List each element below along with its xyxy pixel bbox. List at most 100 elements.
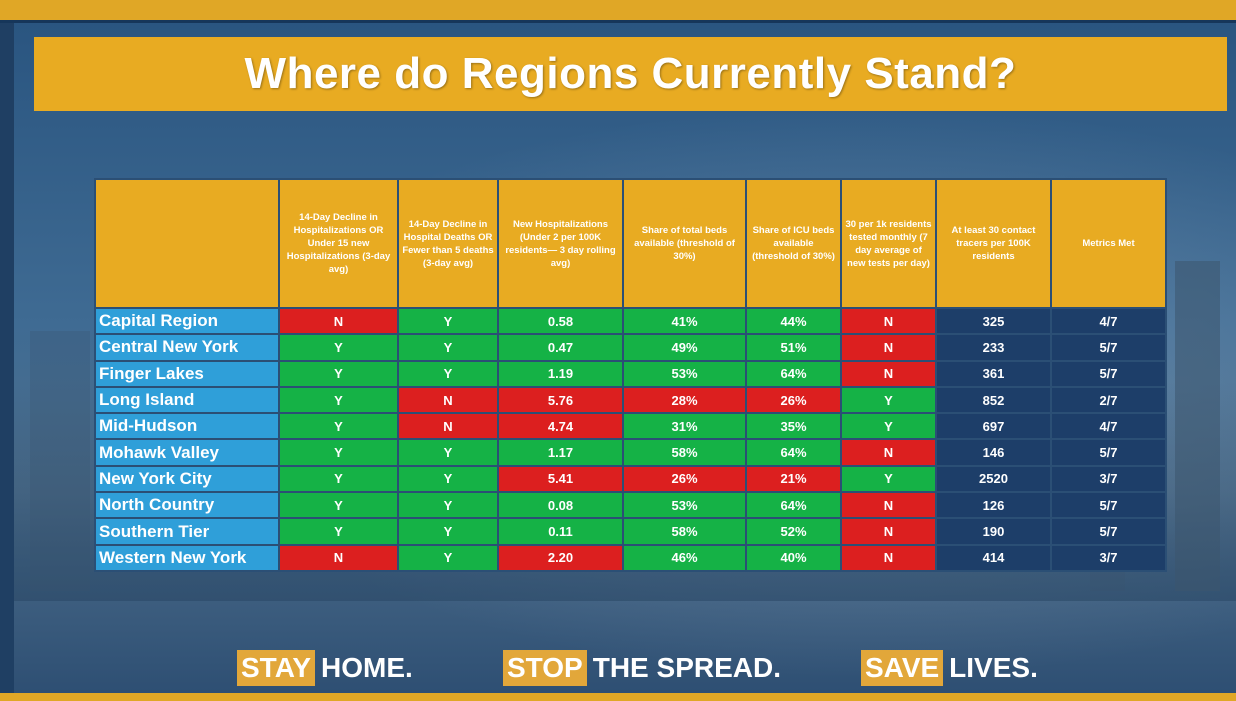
region-name-cell: Central New York xyxy=(94,333,280,362)
new-hospitalizations-cell: 2.20 xyxy=(497,543,624,572)
total-beds-cell: 53% xyxy=(622,491,747,520)
table-row: North Country Y Y 0.08 53% 64% N 126 5/7 xyxy=(94,491,1167,520)
header-metrics-met: Metrics Met xyxy=(1050,178,1167,309)
hospital-deaths-cell: Y xyxy=(397,306,499,336)
hospitalization-decline-cell: Y xyxy=(278,385,399,415)
table-row: Western New York N Y 2.20 46% 40% N 414 3/7 xyxy=(94,543,1167,572)
hospital-deaths-cell: Y xyxy=(397,491,499,520)
table-row: Southern Tier Y Y 0.11 58% 52% N 190 5/7 xyxy=(94,517,1167,546)
total-beds-cell: 58% xyxy=(622,438,747,467)
hospitalization-decline-cell: Y xyxy=(278,517,399,546)
table-header-row: 14-Day Decline in Hospitalizations OR Un… xyxy=(94,178,1167,309)
testing-cell: N xyxy=(840,333,937,362)
header-contact-tracers: At least 30 contact tracers per 100K res… xyxy=(935,178,1052,309)
new-hospitalizations-cell: 5.76 xyxy=(497,385,624,415)
table-row: Mid-Hudson Y N 4.74 31% 35% Y 697 4/7 xyxy=(94,412,1167,441)
region-name-cell: New York City xyxy=(94,464,280,494)
region-name-cell: Mid-Hudson xyxy=(94,412,280,441)
slogan-highlight: SAVE xyxy=(861,650,944,686)
slogan-stay-home: STAY HOME. xyxy=(237,650,413,686)
hospitalization-decline-cell: Y xyxy=(278,359,399,388)
hospital-deaths-cell: N xyxy=(397,412,499,441)
testing-cell: N xyxy=(840,438,937,467)
icu-beds-cell: 35% xyxy=(745,412,842,441)
icu-beds-cell: 44% xyxy=(745,306,842,336)
testing-cell: N xyxy=(840,306,937,336)
total-beds-cell: 26% xyxy=(622,464,747,494)
region-name-cell: North Country xyxy=(94,491,280,520)
total-beds-cell: 58% xyxy=(622,517,747,546)
testing-cell: N xyxy=(840,491,937,520)
header-new-hospitalizations: New Hospitalizations (Under 2 per 100K r… xyxy=(497,178,624,309)
hospitalization-decline-cell: N xyxy=(278,543,399,572)
metrics-met-cell: 5/7 xyxy=(1050,491,1167,520)
region-name-cell: Long Island xyxy=(94,385,280,415)
hospital-deaths-cell: Y xyxy=(397,333,499,362)
contact-tracers-cell: 414 xyxy=(935,543,1052,572)
table-row: Capital Region N Y 0.58 41% 44% N 325 4/7 xyxy=(94,306,1167,336)
metrics-met-cell: 4/7 xyxy=(1050,412,1167,441)
table-row: Long Island Y N 5.76 28% 26% Y 852 2/7 xyxy=(94,385,1167,415)
testing-cell: Y xyxy=(840,464,937,494)
metrics-met-cell: 3/7 xyxy=(1050,543,1167,572)
total-beds-cell: 46% xyxy=(622,543,747,572)
hospitalization-decline-cell: Y xyxy=(278,491,399,520)
icu-beds-cell: 40% xyxy=(745,543,842,572)
slogan-highlight: STAY xyxy=(237,650,316,686)
header-total-beds: Share of total beds available (threshold… xyxy=(622,178,747,309)
hospitalization-decline-cell: Y xyxy=(278,438,399,467)
contact-tracers-cell: 852 xyxy=(935,385,1052,415)
icu-beds-cell: 52% xyxy=(745,517,842,546)
left-side-strip xyxy=(0,23,14,693)
new-hospitalizations-cell: 0.11 xyxy=(497,517,624,546)
icu-beds-cell: 64% xyxy=(745,359,842,388)
title-banner: Where do Regions Currently Stand? xyxy=(34,37,1227,111)
metrics-met-cell: 4/7 xyxy=(1050,306,1167,336)
icu-beds-cell: 51% xyxy=(745,333,842,362)
hospitalization-decline-cell: N xyxy=(278,306,399,336)
region-name-cell: Finger Lakes xyxy=(94,359,280,388)
testing-cell: N xyxy=(840,359,937,388)
building-silhouette xyxy=(1175,261,1220,591)
slogan-text: THE SPREAD. xyxy=(592,652,781,683)
metrics-met-cell: 5/7 xyxy=(1050,359,1167,388)
metrics-met-cell: 2/7 xyxy=(1050,385,1167,415)
hospital-deaths-cell: N xyxy=(397,385,499,415)
header-hospitalization-decline: 14-Day Decline in Hospitalizations OR Un… xyxy=(278,178,399,309)
total-beds-cell: 41% xyxy=(622,306,747,336)
contact-tracers-cell: 2520 xyxy=(935,464,1052,494)
region-name-cell: Mohawk Valley xyxy=(94,438,280,467)
table-row: New York City Y Y 5.41 26% 21% Y 2520 3/7 xyxy=(94,464,1167,494)
contact-tracers-cell: 190 xyxy=(935,517,1052,546)
table-row: Central New York Y Y 0.47 49% 51% N 233 5/7 xyxy=(94,333,1167,362)
building-silhouette xyxy=(30,331,90,591)
slogan-text: HOME. xyxy=(321,652,413,683)
testing-cell: N xyxy=(840,517,937,546)
new-hospitalizations-cell: 0.47 xyxy=(497,333,624,362)
hospital-deaths-cell: Y xyxy=(397,464,499,494)
region-name-cell: Capital Region xyxy=(94,306,280,336)
region-name-cell: Western New York xyxy=(94,543,280,572)
header-icu-beds: Share of ICU beds available (threshold o… xyxy=(745,178,842,309)
slogan-bar: STAY HOME. STOP THE SPREAD. SAVE LIVES. xyxy=(0,650,1236,686)
hospitalization-decline-cell: Y xyxy=(278,464,399,494)
hospital-deaths-cell: Y xyxy=(397,359,499,388)
slogan-save-lives: SAVE LIVES. xyxy=(861,650,1038,686)
total-beds-cell: 28% xyxy=(622,385,747,415)
new-hospitalizations-cell: 1.19 xyxy=(497,359,624,388)
region-name-cell: Southern Tier xyxy=(94,517,280,546)
hospitalization-decline-cell: Y xyxy=(278,333,399,362)
metrics-met-cell: 5/7 xyxy=(1050,517,1167,546)
table-row: Mohawk Valley Y Y 1.17 58% 64% N 146 5/7 xyxy=(94,438,1167,467)
total-beds-cell: 31% xyxy=(622,412,747,441)
total-beds-cell: 53% xyxy=(622,359,747,388)
header-region xyxy=(94,178,280,309)
header-testing: 30 per 1k residents tested monthly (7 da… xyxy=(840,178,937,309)
slogan-highlight: STOP xyxy=(503,650,587,686)
regions-metrics-table: 14-Day Decline in Hospitalizations OR Un… xyxy=(94,178,1167,572)
table-row: Finger Lakes Y Y 1.19 53% 64% N 361 5/7 xyxy=(94,359,1167,388)
page-title: Where do Regions Currently Stand? xyxy=(244,49,1017,98)
slogan-stop-spread: STOP THE SPREAD. xyxy=(503,650,781,686)
contact-tracers-cell: 233 xyxy=(935,333,1052,362)
hospital-deaths-cell: Y xyxy=(397,438,499,467)
